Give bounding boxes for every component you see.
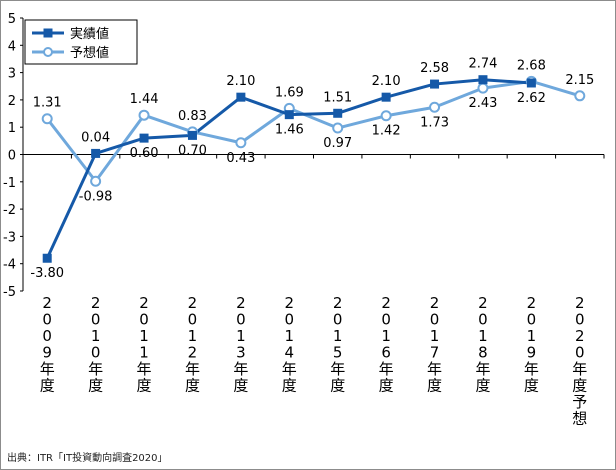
x-tick-label: 2 0 0 9 年度: [40, 294, 55, 395]
data-point-actual: [91, 148, 101, 158]
data-point-actual: [478, 75, 488, 85]
data-label-forecast: 1.73: [420, 115, 449, 130]
x-tick-label: 2 0 1 3 年度: [233, 294, 248, 395]
x-tick-label: 2 0 1 2 年度: [185, 294, 200, 395]
series-markers: [41, 75, 586, 263]
y-tick-label: -4: [3, 258, 16, 273]
source-note: 出典：ITR「IT投資動向調査2020」: [7, 453, 168, 464]
data-label-forecast: 0.43: [226, 151, 255, 166]
data-point-actual: [284, 110, 294, 120]
series-line-forecast: [46, 79, 581, 183]
x-tick-label: 2 0 1 9 年度: [524, 294, 539, 395]
data-label-forecast: -0.98: [79, 189, 113, 204]
data-label-actual: 0.70: [178, 143, 207, 158]
data-label-forecast: 1.42: [372, 124, 401, 139]
y-tick-label: -2: [3, 203, 16, 218]
data-point-forecast: [138, 109, 150, 121]
data-point-forecast: [429, 101, 441, 113]
legend-box: [24, 19, 138, 65]
data-labels: -3.80 0.04 0.60 0.70 2.10 1.46 1.51 2.10 2.58 2.7…: [30, 57, 594, 282]
data-point-forecast: [477, 82, 489, 94]
y-tick-label: 4: [8, 39, 16, 54]
data-point-forecast: [41, 113, 53, 125]
data-label-forecast: 2.15: [565, 73, 594, 88]
data-point-actual: [236, 92, 246, 102]
x-tick-label: 2 0 1 1 年度: [137, 294, 152, 395]
legend-marker-forecast: [43, 47, 53, 57]
data-label-actual: -3.80: [30, 266, 64, 281]
data-point-actual: [139, 133, 149, 143]
x-tick-label: 2 0 1 7 年度: [427, 294, 442, 395]
data-point-forecast: [380, 110, 392, 122]
data-point-forecast: [235, 137, 247, 149]
data-label-actual: 2.62: [517, 91, 546, 106]
y-tick-label: 2: [8, 94, 16, 109]
data-point-actual: [42, 253, 52, 263]
y-tick-label: 3: [8, 67, 16, 82]
data-point-forecast: [332, 122, 344, 134]
data-point-actual: [430, 79, 440, 89]
data-label-actual: 1.51: [323, 90, 352, 105]
data-label-actual: 1.46: [275, 123, 304, 138]
data-point-forecast: [574, 90, 586, 102]
y-tick-label: -1: [3, 176, 16, 191]
data-label-actual: 2.74: [468, 57, 497, 72]
axes: [20, 17, 605, 292]
y-tick-label: 1: [8, 121, 16, 136]
legend-label: 予想値: [70, 45, 109, 61]
data-label-actual: 0.60: [130, 146, 159, 161]
x-tick-label: 2 0 1 6 年度: [379, 294, 394, 395]
y-tick-label: 5: [8, 12, 16, 27]
x-tick-label: 2 0 2 0 年度予想: [572, 294, 587, 428]
data-label-forecast: 2.68: [517, 58, 546, 73]
legend-marker-actual: [43, 28, 53, 38]
data-label-actual: 0.04: [81, 130, 110, 145]
data-label-forecast: 1.44: [130, 92, 159, 107]
y-tick-label: 0: [8, 149, 16, 164]
data-label-actual: 2.58: [420, 61, 449, 76]
data-label-actual: 2.10: [226, 74, 255, 89]
data-point-actual: [333, 108, 343, 118]
data-label-forecast: 0.83: [178, 109, 207, 124]
legend-label: 実績値: [70, 26, 109, 42]
y-tick-label: -3: [3, 230, 16, 245]
x-tick-label: 2 0 1 5 年度: [330, 294, 345, 395]
x-tick-labels: 2 0 0 9 年度 2 0 1 0 年度 2 0 1 1 年度 2 0 1 2 年度 2 0 1 3 年度 2 0 1 4 年度 2 0 1 5…: [40, 294, 588, 428]
x-tick-label: 2 0 1 8 年度: [475, 294, 490, 395]
data-point-actual: [187, 130, 197, 140]
data-point-actual: [526, 78, 536, 88]
y-tick-labels: 5 4 3 2 1 0 -1 -2 -3 -4 -5: [3, 12, 16, 300]
x-tick-label: 2 0 1 4 年度: [282, 294, 297, 395]
data-label-forecast: 1.31: [33, 96, 62, 111]
x-tick-label: 2 0 1 0 年度: [88, 294, 103, 395]
data-point-actual: [381, 92, 391, 102]
series-lines: [45, 78, 581, 259]
data-label-forecast: 0.97: [323, 136, 352, 151]
y-tick-label: -5: [3, 285, 16, 300]
data-label-actual: 2.10: [372, 74, 401, 89]
data-label-forecast: 2.43: [468, 96, 497, 111]
data-point-forecast: [90, 175, 102, 187]
data-label-forecast: 1.69: [275, 85, 304, 100]
